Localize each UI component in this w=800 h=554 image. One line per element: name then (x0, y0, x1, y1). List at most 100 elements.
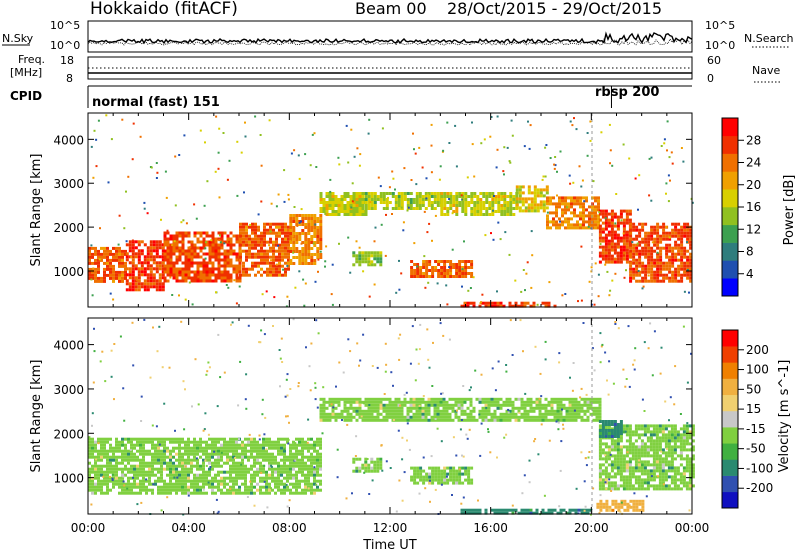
velocity-scatter (88, 318, 693, 516)
velocity-ylabel: Slant Range [km] (29, 360, 44, 473)
velocity-band-7 (596, 499, 645, 512)
power-colorbar-swatch-0 (722, 278, 738, 297)
velocity-band-6 (460, 508, 593, 515)
velocity-ytick-label-2: 3000 (53, 383, 84, 397)
freq-label: Freq. (18, 53, 45, 66)
power-colorbar-swatch-7 (722, 153, 738, 172)
power-colorbar: 4 8 12 16 20 24 28 Power [dB] (721, 117, 797, 297)
power-colorbar-swatch-9 (722, 118, 738, 137)
cpid-label: CPID (10, 89, 42, 103)
nsearch-trace (87, 38, 693, 46)
power-colorbar-swatch-1 (722, 260, 738, 279)
velocity-colorbar-swatch-6 (722, 394, 738, 412)
power-band-2 (163, 231, 242, 283)
power-colorbar-swatch-4 (722, 207, 738, 226)
power-scatter (90, 114, 694, 308)
power-colorbar-tick-label-6: 28 (746, 133, 761, 147)
velocity-colorbar-tick-label-3: -15 (746, 422, 766, 436)
velocity-band-3 (598, 420, 623, 438)
velocity-colorbar-swatch-3 (722, 443, 738, 460)
power-band-3 (239, 222, 290, 277)
power-band-1 (125, 240, 165, 292)
velocity-colorbar-tick-label-2: -50 (746, 442, 766, 456)
power-colorbar-swatch-2 (722, 242, 738, 261)
nsky-trace (87, 31, 693, 45)
nsearch-tick-bottom: 10^0 (705, 39, 735, 52)
velocity-xtick-label-6: 00:00 (675, 521, 710, 535)
velocity-colorbar-swatch-4 (722, 427, 738, 444)
velocity-colorbar-tick-label-6: 100 (746, 363, 769, 377)
power-band-8 (515, 185, 549, 213)
velocity-colorbar-tick-label-4: 15 (746, 402, 761, 416)
velocity-band-1 (319, 397, 602, 422)
power-data-layer (88, 114, 694, 308)
velocity-colorbar-tick-label-7: 200 (746, 343, 769, 357)
velocity-colorbar-swatch-7 (722, 378, 738, 396)
power-colorbar-tick-label-0: 4 (746, 267, 754, 281)
cpid-mode-1: rbsp 200 (595, 85, 659, 100)
power-colorbar-tick-label-2: 12 (746, 222, 761, 236)
beam-label: Beam 00 (355, 0, 427, 18)
velocity-colorbar: -200 -100 -50 -15 15 50 100 200 Velocity [m s^-… (721, 329, 792, 509)
velocity-band-4 (352, 457, 383, 473)
power-band-7 (440, 192, 519, 216)
velocity-colorbar-swatch-9 (722, 346, 738, 363)
velocity-colorbar-label: Velocity [m s^-1] (777, 360, 792, 473)
velocity-panel: 1000 2000 3000 4000 00:00 04:00 08:00 12:00 16:… (29, 317, 710, 553)
freq-tick-top: 18 (60, 54, 74, 67)
power-colorbar-swatch-6 (722, 171, 738, 190)
nave-label: Nave (752, 64, 780, 77)
velocity-xtick-label-5: 20:00 (574, 521, 609, 535)
nsky-tick-top: 10^5 (50, 19, 80, 32)
nsearch-label: N.Search (744, 32, 794, 45)
velocity-band-5 (410, 466, 474, 485)
velocity-band-0 (88, 437, 322, 495)
nsky-tick-bottom: 10^0 (50, 39, 80, 52)
station-title: Hokkaido (fitACF) (90, 0, 238, 19)
velocity-colorbar-swatch-10 (722, 330, 738, 347)
power-colorbar-swatch-8 (722, 135, 738, 154)
nsky-panel: N.Sky 10^5 10^0 10^5 10^0 N.Search (2, 19, 794, 53)
freq-unit-label: [MHz] (10, 66, 42, 79)
nave-tick-bottom: 0 (707, 72, 714, 85)
power-colorbar-tick-label-1: 8 (746, 245, 754, 259)
power-band-5 (319, 192, 368, 216)
power-band-11 (629, 222, 693, 283)
velocity-colorbar-tick-label-5: 50 (746, 382, 761, 396)
velocity-xlabel: Time UT (362, 538, 416, 553)
power-y-axis: 1000 2000 3000 4000 (53, 133, 692, 279)
velocity-xtick-label-2: 08:00 (272, 521, 307, 535)
velocity-xtick-label-0: 00:00 (71, 521, 106, 535)
freq-panel: Freq. [MHz] 18 8 60 0 Nave (10, 53, 782, 85)
power-ytick-label-0: 1000 (53, 265, 84, 279)
power-colorbar-label: Power [dB] (782, 175, 797, 246)
velocity-colorbar-swatch-2 (722, 459, 738, 476)
velocity-colorbar-swatch-0 (722, 491, 738, 509)
power-ytick-label-3: 4000 (53, 133, 84, 147)
velocity-data-layer (88, 318, 695, 516)
power-x-axis (87, 113, 693, 307)
power-ytick-label-1: 2000 (53, 221, 84, 235)
power-colorbar-tick-label-3: 16 (746, 200, 761, 214)
cpid-mode-0: normal (fast) 151 (92, 95, 220, 110)
velocity-colorbar-swatch-5 (722, 410, 738, 428)
power-band-0 (88, 246, 127, 283)
velocity-ytick-label-0: 1000 (53, 472, 84, 486)
velocity-colorbar-swatch-1 (722, 475, 738, 493)
cpid-panel: CPID normal (fast) 151 rbsp 200 (10, 85, 692, 110)
power-colorbar-tick-label-4: 20 (746, 178, 761, 192)
power-colorbar-tick-label-5: 24 (746, 156, 761, 170)
velocity-x-axis: 00:00 04:00 08:00 12:00 16:00 20:00 00:00 (71, 318, 710, 535)
power-colorbar-swatch-5 (722, 189, 738, 208)
nave-tick-top: 60 (707, 54, 721, 67)
velocity-ytick-label-1: 2000 (53, 427, 84, 441)
power-band-4 (289, 214, 323, 265)
velocity-xtick-label-3: 12:00 (373, 521, 408, 535)
power-ytick-label-2: 3000 (53, 177, 84, 191)
velocity-colorbar-tick-label-1: -100 (746, 461, 773, 475)
nsky-label: N.Sky (2, 32, 34, 45)
nsearch-tick-top: 10^5 (705, 19, 735, 32)
power-colorbar-swatch-3 (722, 224, 738, 243)
velocity-band-2 (598, 424, 695, 491)
